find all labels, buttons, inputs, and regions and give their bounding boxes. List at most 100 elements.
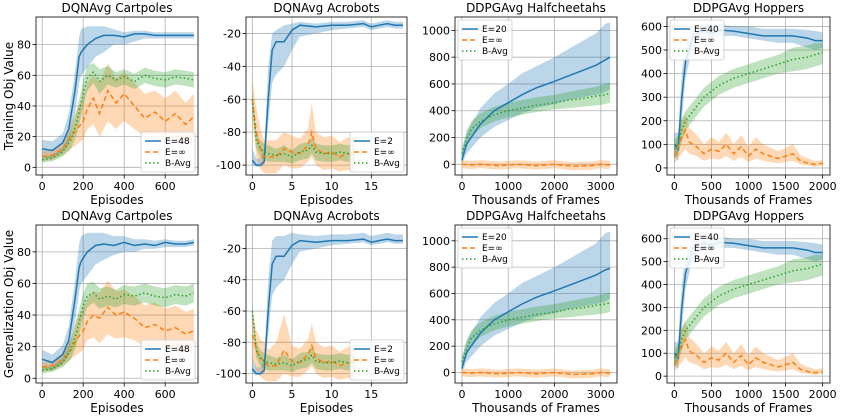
legend-label-2: E=∞ xyxy=(165,356,186,366)
y-tick-label: 80 xyxy=(17,246,31,259)
y-tick-label: 400 xyxy=(641,68,662,81)
y-tick-label: 800 xyxy=(429,261,450,274)
legend: E=48E=∞B-Avg xyxy=(140,131,196,173)
legend: E=48E=∞B-Avg xyxy=(140,339,196,381)
subplot-title: DDPGAvg Hoppers xyxy=(693,209,804,223)
y-tick-label: -40 xyxy=(223,274,241,287)
legend-label-1: E=40 xyxy=(694,233,719,243)
legend: E=2E=∞B-Avg xyxy=(349,131,405,173)
y-tick-label: -80 xyxy=(223,336,241,349)
y-tick-label: 200 xyxy=(429,132,450,145)
series-band-3 xyxy=(674,254,823,367)
series-band-2 xyxy=(252,311,356,382)
x-tick-label: 500 xyxy=(701,180,722,193)
series-band-2 xyxy=(674,321,823,375)
plot-lines xyxy=(41,232,195,374)
y-tick-label: 300 xyxy=(641,91,662,104)
legend: E=2E=∞B-Avg xyxy=(349,339,405,381)
legend-label-1: E=40 xyxy=(694,25,719,35)
plot-frame xyxy=(245,224,408,384)
x-tick-label: 200 xyxy=(73,180,94,193)
y-tick-label: 100 xyxy=(641,138,662,151)
series-line-2 xyxy=(251,334,356,367)
y-tick-label: 200 xyxy=(429,340,450,353)
x-tick-label: 2000 xyxy=(809,388,837,401)
x-tick-label: 0 xyxy=(458,388,465,401)
y-tick-label: 0 xyxy=(24,161,31,174)
x-tick-label: 500 xyxy=(701,388,722,401)
subplot-title: DDPGAvg Halfcheetahs xyxy=(466,209,606,223)
legend: E=20E=∞B-Avg xyxy=(457,227,513,269)
y-tick-label: 0 xyxy=(443,366,450,379)
y-tick-label: 600 xyxy=(641,233,662,246)
legend-label-1: E=20 xyxy=(482,25,507,35)
x-tick-label: 400 xyxy=(114,388,135,401)
y-tick-label: 0 xyxy=(24,372,31,385)
series-line-1 xyxy=(461,56,611,161)
y-tick-label: 400 xyxy=(429,105,450,118)
x-tick-label: 3000 xyxy=(587,388,615,401)
plot-frame xyxy=(454,16,618,176)
series-line-2 xyxy=(673,128,823,166)
legend-box xyxy=(457,227,513,269)
series-line-1 xyxy=(461,267,611,369)
subplot-8: 0 500 1000 1500 2000 0 100 200 300 400 500 600 DDPGA… xyxy=(641,209,837,415)
y-tick-label: 800 xyxy=(429,51,450,64)
legend-label-3: B-Avg xyxy=(482,255,508,265)
legend-label-2: E=∞ xyxy=(694,244,715,254)
legend: E=40E=∞B-Avg xyxy=(669,227,725,269)
series-band-1 xyxy=(42,232,194,371)
x-tick-label: 400 xyxy=(114,180,135,193)
x-axis-label: Episodes xyxy=(90,401,143,415)
series-line-1 xyxy=(42,33,194,152)
legend-label-2: E=∞ xyxy=(374,356,395,366)
plot-frame xyxy=(245,16,408,176)
x-tick-label: 1500 xyxy=(772,388,800,401)
plot-lines xyxy=(251,232,403,382)
y-tick-label: 600 xyxy=(429,78,450,91)
y-tick-label: -100 xyxy=(216,368,241,381)
x-tick-label: 2000 xyxy=(541,180,569,193)
subplot-5: 0 200 400 600 0 20 40 60 80 DQNAvg Cartpoles Episo… xyxy=(2,209,199,415)
legend-label-1: E=48 xyxy=(165,345,190,355)
y-tick-label: 0 xyxy=(655,370,662,383)
y-tick-label: 400 xyxy=(641,279,662,292)
x-axis-label: Thousands of Frames xyxy=(684,193,813,207)
legend-label-2: E=∞ xyxy=(482,244,503,254)
y-tick-label: 60 xyxy=(17,69,31,82)
series-band-3 xyxy=(252,303,356,372)
x-tick-label: 0 xyxy=(39,388,46,401)
series-band-3 xyxy=(674,42,823,159)
x-tick-label: 600 xyxy=(155,388,176,401)
series-line-2 xyxy=(673,337,823,374)
subplot-3: 0 1000 2000 3000 0 200 400 600 800 1000 DDPGAvg Ha… xyxy=(422,1,618,207)
series-band-3 xyxy=(461,292,611,368)
y-axis-label: Training Obj Value xyxy=(2,42,16,151)
legend-box xyxy=(140,339,196,381)
legend: E=40E=∞B-Avg xyxy=(669,19,725,61)
series-line-3 xyxy=(673,263,823,359)
y-tick-label: -20 xyxy=(223,242,241,255)
x-tick-label: 3000 xyxy=(587,180,615,193)
x-tick-label: 600 xyxy=(155,180,176,193)
y-tick-label: -20 xyxy=(223,27,241,40)
subplot-title: DQNAvg Cartpoles xyxy=(62,209,173,223)
x-tick-label: 0 xyxy=(249,388,256,401)
legend-label-3: B-Avg xyxy=(374,367,400,377)
legend-label-3: B-Avg xyxy=(374,159,400,169)
plot-frame xyxy=(666,224,831,384)
x-tick-label: 1000 xyxy=(494,180,522,193)
legend-box xyxy=(669,19,725,61)
legend-label-3: B-Avg xyxy=(694,47,720,57)
y-tick-label: 0 xyxy=(655,162,662,175)
series-line-2 xyxy=(251,99,356,158)
y-tick-label: 0 xyxy=(443,158,450,171)
y-tick-label: 40 xyxy=(17,100,31,113)
plot-frame xyxy=(35,16,199,176)
plot-lines xyxy=(42,26,195,163)
x-axis-label: Thousands of Frames xyxy=(471,401,600,415)
y-tick-label: -40 xyxy=(223,60,241,73)
series-line-1 xyxy=(251,22,403,166)
series-band-2 xyxy=(674,113,823,167)
